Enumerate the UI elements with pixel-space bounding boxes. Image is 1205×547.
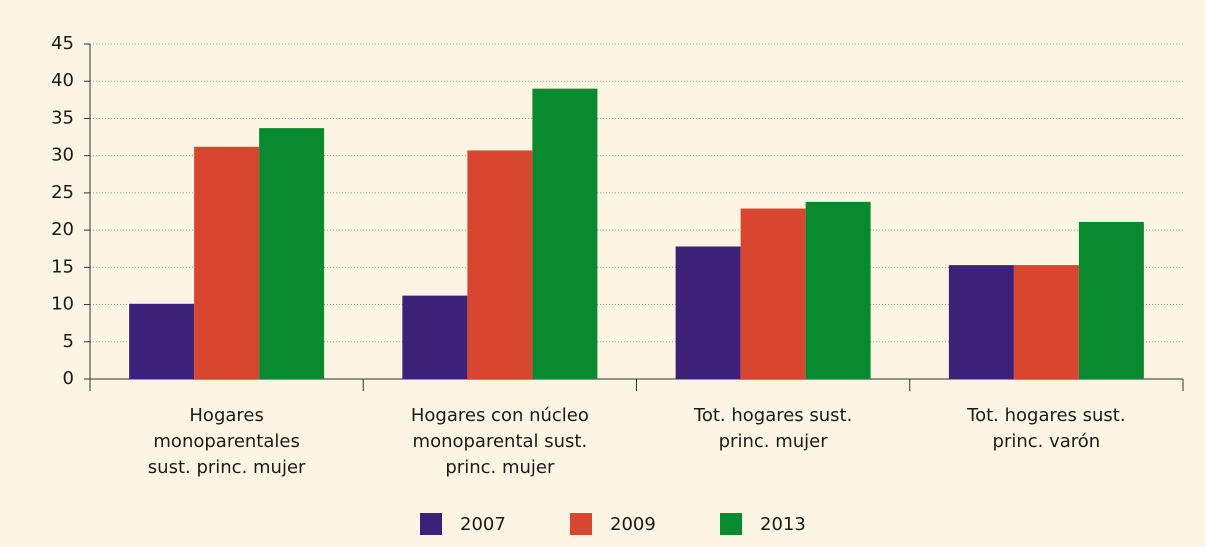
bar <box>259 128 325 379</box>
legend-swatch <box>420 513 442 535</box>
y-tick-label: 5 <box>63 331 74 352</box>
bar <box>1013 265 1079 379</box>
bar <box>467 150 533 379</box>
y-tick-label: 30 <box>51 145 74 166</box>
x-tick-label: Tot. hogares sust. princ. varón <box>967 405 1126 452</box>
legend-swatch <box>570 513 592 535</box>
bar <box>675 246 741 379</box>
y-tick-label: 35 <box>51 107 74 128</box>
y-tick-label: 10 <box>51 294 74 315</box>
legend-label: 2013 <box>760 514 806 535</box>
x-tick-label: Tot. hogares sust. princ. mujer <box>693 405 853 452</box>
y-tick-label: 15 <box>51 256 74 277</box>
y-tick-label: 0 <box>63 368 74 389</box>
legend-label: 2007 <box>460 514 506 535</box>
x-tick-label: Hogares con núcleo monoparental sust. pr… <box>410 405 589 478</box>
bar <box>532 88 598 380</box>
bar <box>805 201 871 379</box>
bar <box>402 295 468 379</box>
y-tick-label: 20 <box>51 219 74 240</box>
y-tick-label: 25 <box>51 182 74 203</box>
x-tick-label: Hogares monoparentales sust. princ. muje… <box>147 405 306 478</box>
bar <box>740 208 806 379</box>
bar <box>1078 221 1144 379</box>
bar <box>948 265 1014 379</box>
y-tick-label: 40 <box>51 70 74 91</box>
bar <box>129 303 195 379</box>
y-tick-label: 45 <box>51 33 74 54</box>
legend-swatch <box>720 513 742 535</box>
legend-label: 2009 <box>610 514 656 535</box>
bar <box>194 146 260 379</box>
